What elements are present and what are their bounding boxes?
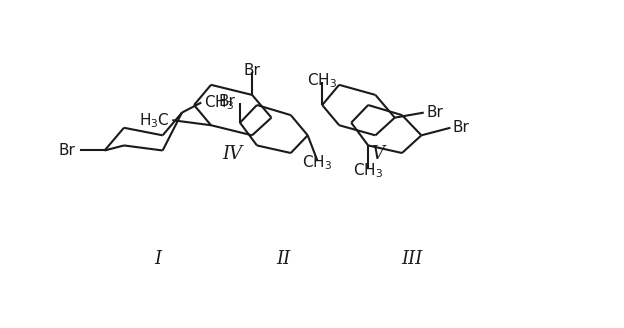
Text: CH$_3$: CH$_3$ [353, 161, 383, 180]
Text: Br: Br [59, 143, 76, 158]
Text: I: I [154, 250, 162, 268]
Text: CH$_3$: CH$_3$ [307, 72, 338, 91]
Text: III: III [401, 250, 422, 268]
Text: V: V [371, 145, 384, 163]
Text: Br: Br [426, 105, 443, 120]
Text: H$_3$C: H$_3$C [139, 111, 170, 130]
Text: Br: Br [243, 63, 261, 78]
Text: Br: Br [453, 120, 470, 135]
Text: CH$_3$: CH$_3$ [203, 93, 234, 112]
Text: IV: IV [223, 145, 243, 163]
Text: Br: Br [218, 94, 235, 109]
Text: II: II [276, 250, 291, 268]
Text: CH$_3$: CH$_3$ [302, 154, 333, 173]
